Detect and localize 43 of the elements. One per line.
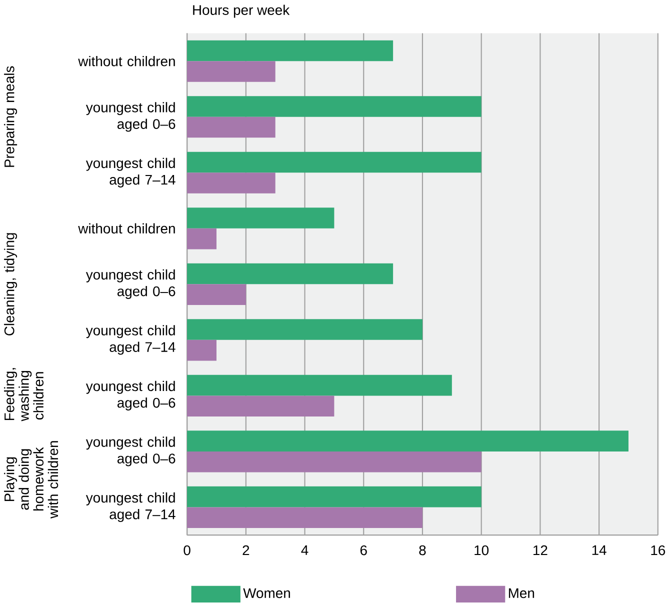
bar	[187, 40, 394, 62]
bar	[187, 507, 422, 528]
x-tick-label: 6	[360, 545, 367, 556]
bar	[187, 263, 394, 284]
legend-label: Women	[243, 588, 290, 598]
bar	[187, 340, 216, 361]
y-tick-label: without children	[78, 56, 175, 66]
x-tick-label: 16	[651, 545, 666, 556]
bar	[187, 284, 246, 306]
y-tick-label: youngest child aged 0–6	[86, 436, 176, 466]
y-tick-label: youngest child aged 0–6	[86, 269, 176, 300]
text: Playing and doing homework with children	[4, 441, 58, 519]
bar	[187, 319, 422, 340]
text: Feeding, washing children	[4, 368, 44, 422]
x-tick-label: 0	[184, 545, 190, 556]
bar	[187, 152, 482, 173]
bar	[187, 396, 334, 417]
x-tick-label: 8	[419, 545, 426, 556]
y-tick-label: youngest child aged 7–14	[86, 325, 176, 355]
x-tick-label: 12	[534, 545, 548, 556]
bar	[187, 96, 482, 117]
x-tick-label: 4	[301, 545, 308, 555]
legend-label: Men	[508, 588, 534, 598]
bar	[187, 452, 482, 472]
bar	[187, 228, 216, 250]
y-tick-label: youngest child aged 7–14	[86, 492, 176, 522]
x-tick-label: 2	[242, 545, 250, 556]
bar	[187, 208, 334, 228]
bar	[187, 172, 276, 194]
x-tick-label: 10	[474, 545, 489, 556]
bar	[187, 430, 628, 452]
y-tick-label: youngest child aged 0–6	[86, 102, 176, 132]
text: Preparing meals	[4, 66, 18, 167]
bar	[187, 374, 452, 396]
bar	[187, 486, 482, 508]
x-axis-title: Hours per week	[193, 4, 290, 18]
x-tick-label: 14	[592, 545, 606, 555]
bar	[187, 116, 276, 138]
text: Cleaning, tidying	[4, 233, 18, 336]
bar	[187, 61, 276, 82]
y-tick-label: without children	[78, 223, 175, 234]
y-tick-label: youngest child aged 0–6	[86, 380, 176, 411]
y-tick-label: youngest child aged 7–14	[86, 158, 176, 188]
